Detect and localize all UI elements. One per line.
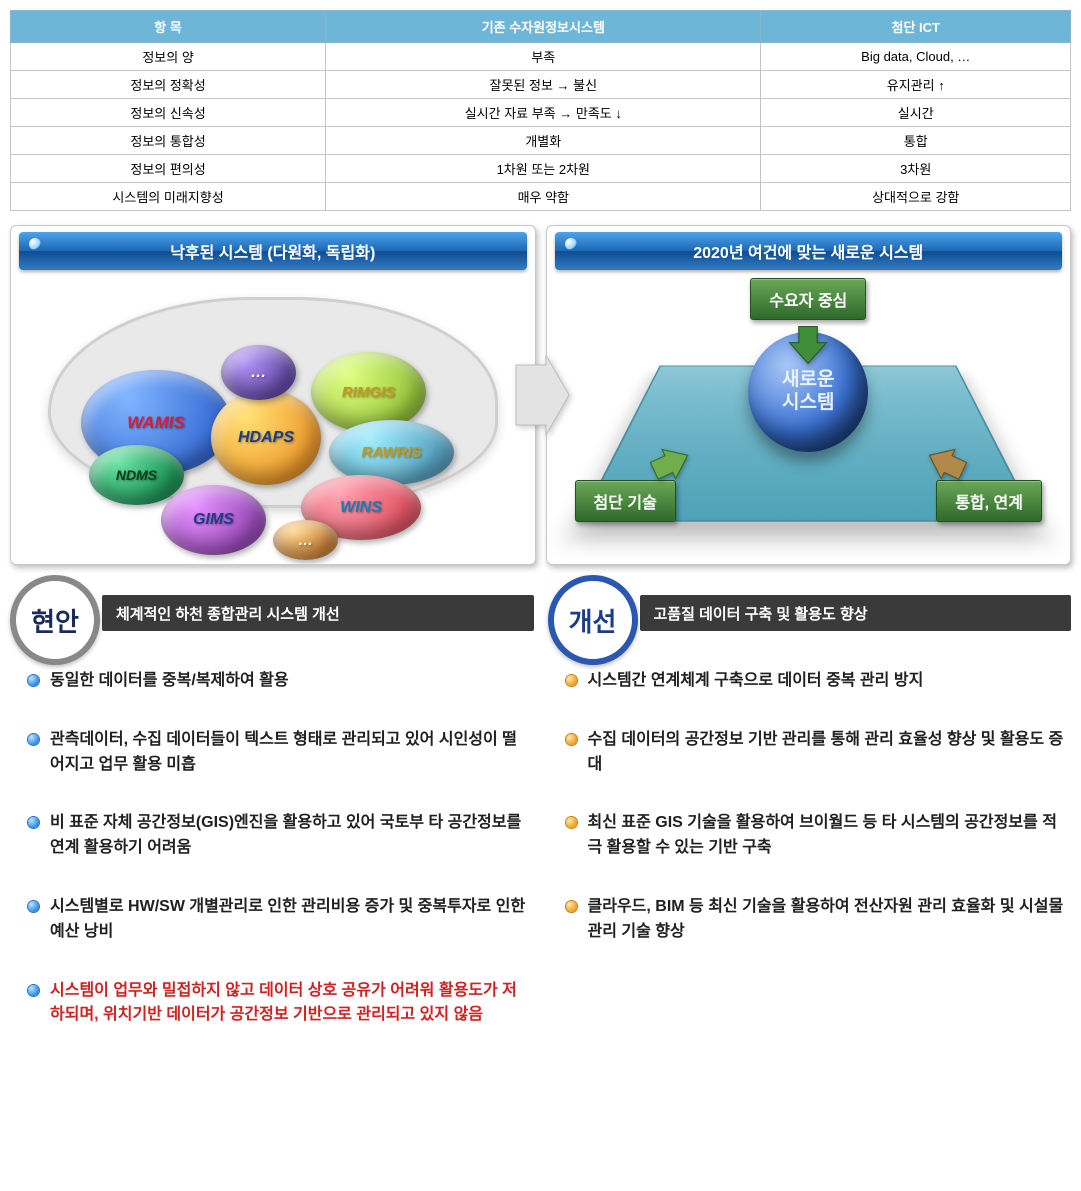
table-cell: 3차원 [761,155,1071,183]
col-improvements: 개선 고품질 데이터 구축 및 활용도 향상 시스템간 연계체계 구축으로 데이… [548,595,1072,1062]
future-diagram: 새로운시스템 수요자 중심 첨단 기술 통합, 연계 [547,270,1071,540]
table-cell: 정보의 정확성 [11,71,326,99]
arrow-down-icon [785,322,831,368]
bubble-…: … [221,345,296,400]
panel-legacy: 낙후된 시스템 (다원화, 독립화) WAMISNDMSHDAPS…GIMSRI… [10,225,536,565]
table-cell: 실시간 [761,99,1071,127]
col-issues: 현안 체계적인 하천 종합관리 시스템 개선 동일한 데이터를 중복/복제하여 … [10,595,534,1062]
bubble-ndms: NDMS [89,445,184,505]
tag-integration: 통합, 연계 [936,480,1042,522]
badge-issues: 현안 [10,575,100,665]
list-item: 수집 데이터의 공간정보 기반 관리를 통해 관리 효율성 향상 및 활용도 증… [566,728,1066,778]
table-cell: 정보의 통합성 [11,127,326,155]
table-row: 시스템의 미래지향성매우 약함상대적으로 강함 [11,183,1071,211]
list-item: 비 표준 자체 공간정보(GIS)엔진을 활용하고 있어 국토부 타 공간정보를… [28,811,528,861]
table-cell: 실시간 자료 부족 → 만족도 ↓ [326,99,761,127]
tag-tech: 첨단 기술 [575,480,676,522]
table-header: 항 목 [11,11,326,43]
bubble-gims: GIMS [161,485,266,555]
transition-arrow-icon [511,355,571,435]
table-row: 정보의 신속성실시간 자료 부족 → 만족도 ↓실시간 [11,99,1071,127]
panel-legacy-title: 낙후된 시스템 (다원화, 독립화) [19,232,527,270]
table-cell: 정보의 신속성 [11,99,326,127]
table-cell: 상대적으로 강함 [761,183,1071,211]
table-cell: 유지관리 ↑ [761,71,1071,99]
table-row: 정보의 통합성개별화통합 [11,127,1071,155]
table-cell: 통합 [761,127,1071,155]
bubble-hdaps: HDAPS [211,390,321,485]
badge-improvements: 개선 [548,575,638,665]
bubble-…: … [273,520,338,560]
table-header: 첨단 ICT [761,11,1071,43]
table-cell: 매우 약함 [326,183,761,211]
table-cell: Big data, Cloud, … [761,43,1071,71]
arrow-upright-icon [647,438,693,484]
list-item: 시스템별로 HW/SW 개별관리로 인한 관리비용 증가 및 중복투자로 인한 … [28,895,528,945]
arrow-upleft-icon [924,438,970,484]
table-header: 기존 수자원정보시스템 [326,11,761,43]
bubble-diagram: WAMISNDMSHDAPS…GIMSRIMGISRAWRISWINS… [11,270,535,540]
list-item: 동일한 데이터를 중복/복제하여 활용 [28,669,528,694]
panel-future-title: 2020년 여건에 맞는 새로운 시스템 [555,232,1063,270]
list-item: 관측데이터, 수집 데이터들이 텍스트 형태로 관리되고 있어 시인성이 떨어지… [28,728,528,778]
table-cell: 1차원 또는 2차원 [326,155,761,183]
panel-future: 2020년 여건에 맞는 새로운 시스템 새로운시스템 수요자 중심 첨단 기술… [546,225,1072,565]
table-cell: 부족 [326,43,761,71]
table-row: 정보의 편의성1차원 또는 2차원3차원 [11,155,1071,183]
tag-demand: 수요자 중심 [750,278,866,320]
comparison-table: 항 목기존 수자원정보시스템첨단 ICT 정보의 양부족Big data, Cl… [10,10,1071,211]
bubble-rimgis: RIMGIS [311,352,426,432]
title-issues: 체계적인 하천 종합관리 시스템 개선 [102,595,534,631]
table-cell: 시스템의 미래지향성 [11,183,326,211]
panels-row: 낙후된 시스템 (다원화, 독립화) WAMISNDMSHDAPS…GIMSRI… [10,225,1071,565]
list-item: 클라우드, BIM 등 최신 기술을 활용하여 전산자원 관리 효율화 및 시설… [566,895,1066,945]
table-row: 정보의 정확성잘못된 정보 → 불신유지관리 ↑ [11,71,1071,99]
table-cell: 정보의 편의성 [11,155,326,183]
list-item: 최신 표준 GIS 기술을 활용하여 브이월드 등 타 시스템의 공간정보를 적… [566,811,1066,861]
table-cell: 정보의 양 [11,43,326,71]
table-cell: 잘못된 정보 → 불신 [326,71,761,99]
table-cell: 개별화 [326,127,761,155]
title-improvements: 고품질 데이터 구축 및 활용도 향상 [640,595,1072,631]
list-item: 시스템이 업무와 밀접하지 않고 데이터 상호 공유가 어려워 활용도가 저하되… [28,979,528,1029]
lower-columns: 현안 체계적인 하천 종합관리 시스템 개선 동일한 데이터를 중복/복제하여 … [10,595,1071,1062]
list-item: 시스템간 연계체계 구축으로 데이터 중복 관리 방지 [566,669,1066,694]
table-row: 정보의 양부족Big data, Cloud, … [11,43,1071,71]
